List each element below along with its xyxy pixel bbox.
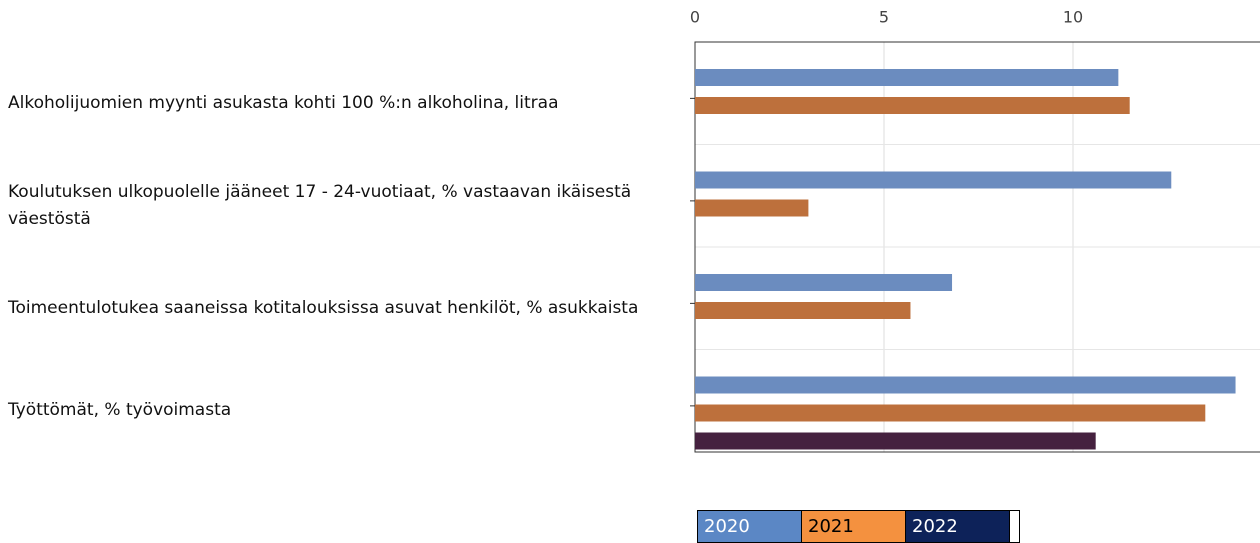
x-tick-label: 5 <box>879 8 889 27</box>
plot-frame <box>694 41 1260 453</box>
category-label: Työttömät, % työvoimasta <box>8 400 232 421</box>
legend-entry: 2022 <box>906 511 1010 542</box>
x-tick-label: 10 <box>1063 8 1083 27</box>
bar <box>695 69 1119 86</box>
legend-entry: 2021 <box>802 511 906 542</box>
category-label: Alkoholijuomien myynti asukasta kohti 10… <box>8 92 559 113</box>
legend: 2020 2021 2022 <box>697 510 1020 543</box>
bar <box>695 432 1096 450</box>
bar <box>695 404 1206 422</box>
bar <box>695 302 911 319</box>
legend-entry: 2020 <box>698 511 802 542</box>
category-label: Koulutuksen ulkopuolelle jääneet 17 - 24… <box>8 181 632 229</box>
x-tick-label: 0 <box>690 8 700 27</box>
bar <box>695 376 1236 394</box>
bar <box>695 171 1172 189</box>
bar <box>695 274 953 291</box>
category-label: Toimeentulotukea saaneissa kotitalouksis… <box>8 297 639 318</box>
bar <box>695 199 809 217</box>
bar <box>695 97 1130 114</box>
